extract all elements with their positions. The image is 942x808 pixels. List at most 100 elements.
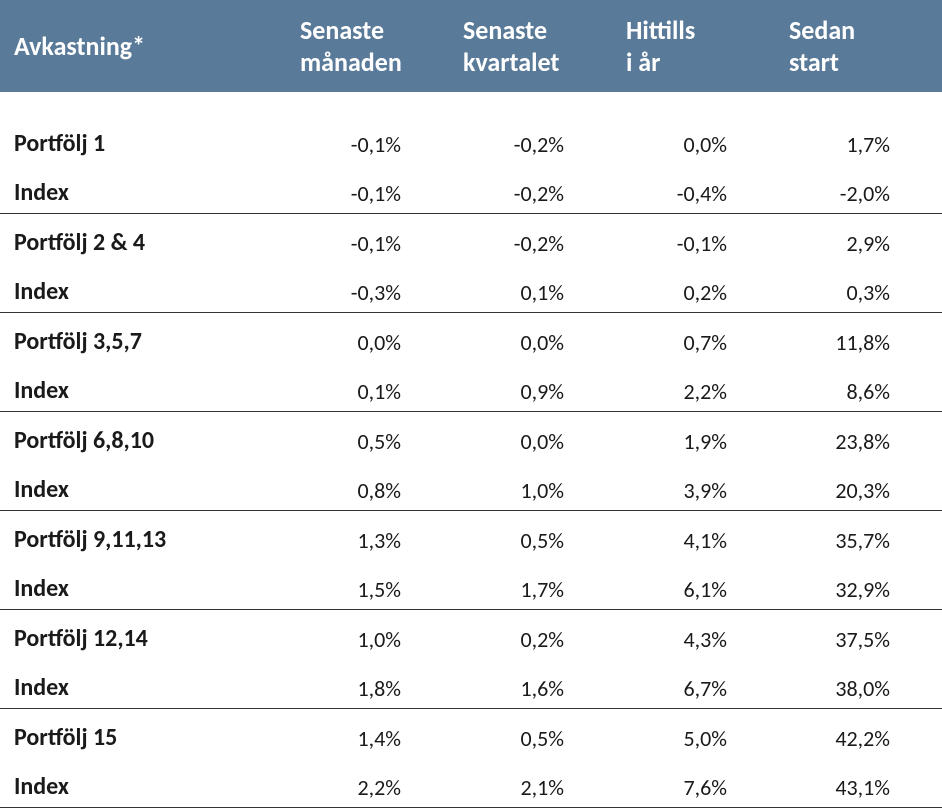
row-value: 1,9% — [616, 428, 779, 455]
returns-table: Avkastning* Senaste månaden Senaste kvar… — [0, 0, 942, 808]
row-value: 1,5% — [290, 576, 453, 603]
header-cell-sedan-start: Sedan start — [779, 3, 942, 89]
row-value: 6,1% — [616, 576, 779, 603]
row-value: 1,8% — [290, 675, 453, 702]
row-value: 0,5% — [453, 527, 616, 554]
row-value: 1,6% — [453, 675, 616, 702]
row-value: 0,0% — [453, 329, 616, 356]
row-label: Index — [0, 376, 290, 405]
row-label: Portfölj 9,11,13 — [0, 525, 290, 554]
header-label: månaden — [300, 46, 443, 79]
row-value: 0,1% — [290, 378, 453, 405]
row-value: -0,1% — [616, 230, 779, 257]
row-value: 32,9% — [779, 576, 942, 603]
row-value: -0,4% — [616, 180, 779, 207]
row-value: 1,0% — [453, 477, 616, 504]
row-label: Index — [0, 772, 290, 801]
row-value: 42,2% — [779, 725, 942, 752]
row-value: 2,9% — [779, 230, 942, 257]
table-row: Portfölj 1 -0,1% -0,2% 0,0% 1,7% — [0, 110, 942, 164]
header-cell-senaste-kvartalet: Senaste kvartalet — [453, 3, 616, 89]
row-value: -0,3% — [290, 279, 453, 306]
table-group: Portfölj 12,14 1,0% 0,2% 4,3% 37,5% Inde… — [0, 610, 942, 709]
row-value: 35,7% — [779, 527, 942, 554]
row-value: 6,7% — [616, 675, 779, 702]
table-row: Index -0,3% 0,1% 0,2% 0,3% — [0, 263, 942, 312]
header-label: Sedan — [789, 14, 932, 47]
table-row: Index 0,8% 1,0% 3,9% 20,3% — [0, 461, 942, 510]
table-row: Portfölj 2 & 4 -0,1% -0,2% -0,1% 2,9% — [0, 214, 942, 263]
row-value: 1,0% — [290, 626, 453, 653]
row-value: 1,4% — [290, 725, 453, 752]
row-value: -0,2% — [453, 180, 616, 207]
row-value: 0,3% — [779, 279, 942, 306]
row-value: 20,3% — [779, 477, 942, 504]
row-value: 0,0% — [290, 329, 453, 356]
header-label: Hittills — [626, 14, 769, 47]
table-row: Portfölj 9,11,13 1,3% 0,5% 4,1% 35,7% — [0, 511, 942, 560]
header-label: kvartalet — [463, 46, 606, 79]
header-label: Senaste — [463, 14, 606, 47]
row-label: Index — [0, 277, 290, 306]
row-label: Index — [0, 673, 290, 702]
row-value: 0,1% — [453, 279, 616, 306]
table-group: Portfölj 1 -0,1% -0,2% 0,0% 1,7% Index -… — [0, 110, 942, 214]
row-value: 0,5% — [453, 725, 616, 752]
header-label: i år — [626, 46, 769, 79]
row-value: -0,1% — [290, 230, 453, 257]
row-value: 0,5% — [290, 428, 453, 455]
table-header-row: Avkastning* Senaste månaden Senaste kvar… — [0, 0, 942, 92]
row-value: 38,0% — [779, 675, 942, 702]
row-value: -0,2% — [453, 230, 616, 257]
table-group: Portfölj 3,5,7 0,0% 0,0% 0,7% 11,8% Inde… — [0, 313, 942, 412]
row-value: -0,1% — [290, 131, 453, 158]
spacer — [0, 92, 942, 110]
table-row: Index 1,8% 1,6% 6,7% 38,0% — [0, 659, 942, 708]
row-value: 37,5% — [779, 626, 942, 653]
row-value: 0,2% — [616, 279, 779, 306]
header-label: start — [789, 46, 932, 79]
row-value: 1,3% — [290, 527, 453, 554]
row-value: 2,2% — [290, 774, 453, 801]
row-label: Portfölj 12,14 — [0, 624, 290, 653]
row-value: -0,1% — [290, 180, 453, 207]
row-value: 5,0% — [616, 725, 779, 752]
table-row: Portfölj 3,5,7 0,0% 0,0% 0,7% 11,8% — [0, 313, 942, 362]
row-value: 8,6% — [779, 378, 942, 405]
row-label: Portfölj 6,8,10 — [0, 426, 290, 455]
row-value: 0,0% — [616, 131, 779, 158]
table-row: Portfölj 15 1,4% 0,5% 5,0% 42,2% — [0, 709, 942, 758]
row-value: 1,7% — [453, 576, 616, 603]
row-value: 2,1% — [453, 774, 616, 801]
table-row: Index 0,1% 0,9% 2,2% 8,6% — [0, 362, 942, 411]
row-value: 11,8% — [779, 329, 942, 356]
row-value: 7,6% — [616, 774, 779, 801]
row-label: Index — [0, 574, 290, 603]
row-label: Portfölj 3,5,7 — [0, 327, 290, 356]
row-label: Index — [0, 475, 290, 504]
row-value: 0,9% — [453, 378, 616, 405]
row-value: 0,8% — [290, 477, 453, 504]
row-value: 3,9% — [616, 477, 779, 504]
row-value: 23,8% — [779, 428, 942, 455]
row-label: Portfölj 15 — [0, 723, 290, 752]
row-value: -0,2% — [453, 131, 616, 158]
table-group: Portfölj 9,11,13 1,3% 0,5% 4,1% 35,7% In… — [0, 511, 942, 610]
table-group: Portfölj 6,8,10 0,5% 0,0% 1,9% 23,8% Ind… — [0, 412, 942, 511]
header-label: Senaste — [300, 14, 443, 47]
row-value: 0,0% — [453, 428, 616, 455]
table-row: Index 1,5% 1,7% 6,1% 32,9% — [0, 560, 942, 609]
table-row: Index -0,1% -0,2% -0,4% -2,0% — [0, 164, 942, 213]
row-label: Portfölj 1 — [0, 129, 290, 158]
row-label: Index — [0, 178, 290, 207]
table-group: Portfölj 2 & 4 -0,1% -0,2% -0,1% 2,9% In… — [0, 214, 942, 313]
row-value: 0,2% — [453, 626, 616, 653]
row-value: -2,0% — [779, 180, 942, 207]
table-group: Portfölj 15 1,4% 0,5% 5,0% 42,2% Index 2… — [0, 709, 942, 808]
header-label: Avkastning* — [14, 30, 145, 62]
row-label: Portfölj 2 & 4 — [0, 228, 290, 257]
row-value: 1,7% — [779, 131, 942, 158]
table-row: Portfölj 12,14 1,0% 0,2% 4,3% 37,5% — [0, 610, 942, 659]
row-value: 2,2% — [616, 378, 779, 405]
row-value: 43,1% — [779, 774, 942, 801]
